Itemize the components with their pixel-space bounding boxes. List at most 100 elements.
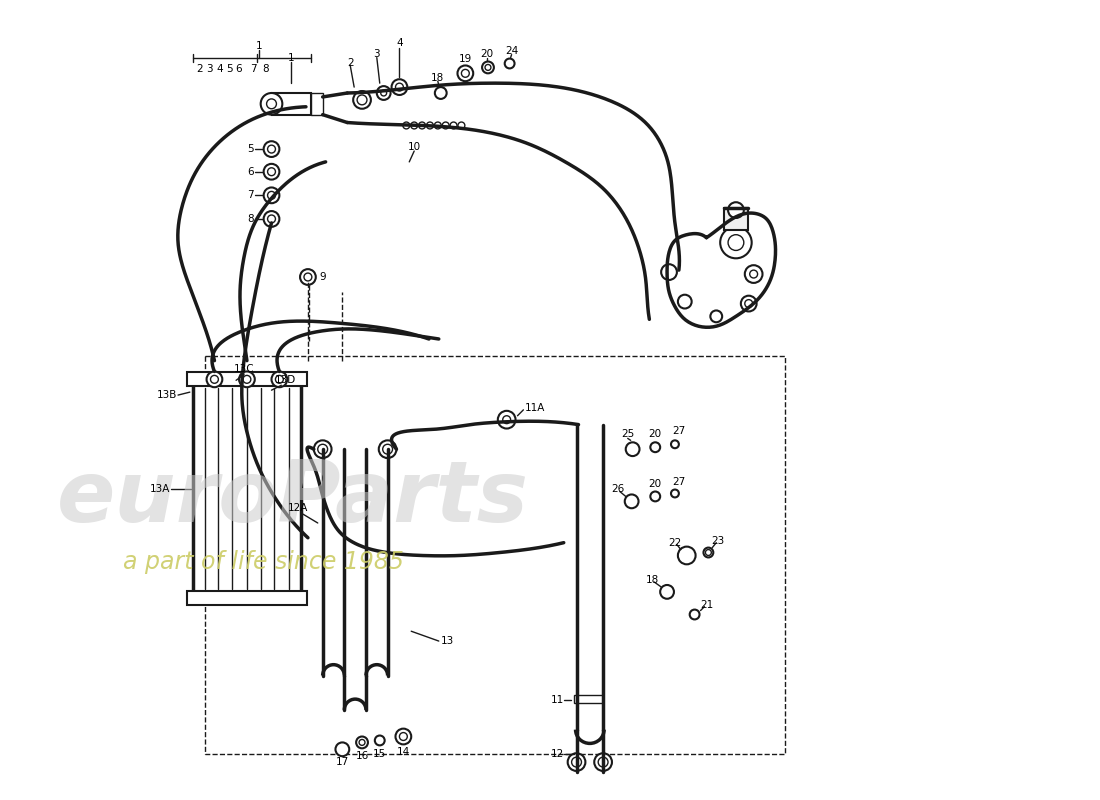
Text: 14: 14	[397, 747, 410, 758]
Circle shape	[336, 742, 349, 756]
Circle shape	[625, 494, 638, 508]
Circle shape	[267, 145, 275, 153]
Circle shape	[410, 122, 418, 129]
Text: 15: 15	[373, 750, 386, 759]
Text: 16: 16	[355, 751, 368, 761]
Circle shape	[266, 99, 276, 109]
Circle shape	[399, 733, 407, 741]
Circle shape	[568, 754, 585, 771]
Circle shape	[598, 757, 608, 767]
Text: 13A: 13A	[150, 483, 170, 494]
Circle shape	[304, 273, 312, 281]
Circle shape	[650, 491, 660, 502]
Text: 7: 7	[248, 190, 254, 200]
Circle shape	[210, 375, 219, 383]
Circle shape	[745, 265, 762, 283]
Text: 13C: 13C	[233, 363, 254, 374]
Circle shape	[396, 729, 411, 744]
Text: 17: 17	[336, 757, 349, 767]
Text: 27: 27	[672, 426, 685, 437]
Circle shape	[427, 122, 433, 129]
Circle shape	[671, 490, 679, 498]
Circle shape	[264, 142, 279, 157]
Text: 8: 8	[248, 214, 254, 224]
Circle shape	[403, 122, 410, 129]
Circle shape	[314, 440, 331, 458]
Circle shape	[678, 546, 695, 564]
Circle shape	[358, 95, 367, 105]
Bar	[187, 591, 307, 605]
Circle shape	[450, 122, 456, 129]
Text: 12A: 12A	[288, 503, 308, 514]
Text: 5: 5	[226, 64, 232, 74]
Circle shape	[482, 62, 494, 74]
Circle shape	[375, 735, 385, 746]
Circle shape	[243, 375, 251, 383]
Circle shape	[300, 269, 316, 285]
Bar	[724, 208, 748, 230]
Circle shape	[690, 610, 700, 619]
Circle shape	[353, 91, 371, 109]
Text: 12: 12	[550, 750, 563, 759]
Circle shape	[239, 371, 255, 387]
Circle shape	[720, 227, 751, 258]
Text: 18: 18	[646, 575, 659, 585]
Circle shape	[728, 202, 744, 218]
Text: 6: 6	[248, 166, 254, 177]
Circle shape	[711, 310, 723, 322]
Text: 19: 19	[459, 54, 472, 63]
Circle shape	[503, 416, 510, 424]
Circle shape	[442, 122, 449, 129]
Text: euroParts: euroParts	[57, 457, 529, 540]
Circle shape	[396, 83, 404, 91]
Text: 1: 1	[255, 41, 262, 50]
Circle shape	[383, 444, 393, 454]
Circle shape	[434, 87, 447, 99]
Bar	[311, 93, 322, 114]
Circle shape	[267, 191, 275, 199]
Circle shape	[272, 371, 287, 387]
Bar	[272, 93, 311, 114]
Bar	[192, 380, 301, 597]
Circle shape	[461, 70, 470, 78]
Text: 2: 2	[197, 64, 204, 74]
Circle shape	[705, 550, 712, 555]
Text: 3: 3	[374, 49, 381, 58]
Text: 5: 5	[248, 144, 254, 154]
Circle shape	[207, 371, 222, 387]
Text: 13: 13	[441, 636, 454, 646]
Text: 20: 20	[481, 49, 494, 58]
Text: 4: 4	[216, 64, 222, 74]
Text: 3: 3	[206, 64, 212, 74]
Circle shape	[741, 296, 757, 311]
Circle shape	[745, 300, 752, 307]
Text: 6: 6	[235, 64, 242, 74]
Circle shape	[650, 442, 660, 452]
Circle shape	[498, 411, 516, 429]
Circle shape	[572, 757, 582, 767]
Bar	[187, 373, 307, 386]
Circle shape	[359, 739, 365, 746]
Text: 20: 20	[649, 430, 662, 439]
Text: 20: 20	[649, 478, 662, 489]
Circle shape	[377, 86, 390, 100]
Text: 13B: 13B	[156, 390, 177, 400]
Text: 1: 1	[288, 53, 295, 62]
Circle shape	[275, 375, 284, 383]
Text: 2: 2	[346, 58, 353, 67]
Circle shape	[267, 215, 275, 223]
Text: 7: 7	[251, 64, 257, 74]
Circle shape	[678, 294, 692, 309]
Circle shape	[318, 444, 328, 454]
Circle shape	[264, 211, 279, 227]
Circle shape	[671, 440, 679, 448]
Circle shape	[264, 187, 279, 203]
Circle shape	[458, 66, 473, 81]
Circle shape	[660, 585, 674, 598]
Bar	[205, 356, 785, 754]
Text: 4: 4	[396, 38, 403, 48]
Circle shape	[505, 58, 515, 69]
Text: 23: 23	[712, 536, 725, 546]
Circle shape	[458, 122, 465, 129]
Circle shape	[485, 65, 491, 70]
